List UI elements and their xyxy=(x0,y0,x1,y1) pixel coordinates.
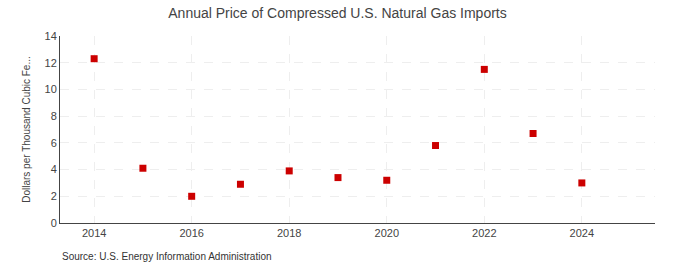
svg-text:14: 14 xyxy=(45,30,57,42)
svg-text:12: 12 xyxy=(45,57,57,69)
svg-text:2024: 2024 xyxy=(570,227,594,239)
svg-text:2022: 2022 xyxy=(472,227,496,239)
svg-text:Dollars per Thousand Cubic Fe.: Dollars per Thousand Cubic Fe... xyxy=(21,56,32,203)
svg-text:Annual Price of Compressed U.S: Annual Price of Compressed U.S. Natural … xyxy=(168,5,506,21)
svg-text:6: 6 xyxy=(51,137,57,149)
svg-text:10: 10 xyxy=(45,83,57,95)
svg-text:Source: U.S. Energy Informatio: Source: U.S. Energy Information Administ… xyxy=(62,251,272,262)
svg-text:4: 4 xyxy=(51,163,57,175)
svg-text:0: 0 xyxy=(51,217,57,229)
svg-text:2: 2 xyxy=(51,190,57,202)
svg-text:2018: 2018 xyxy=(277,227,301,239)
svg-text:2020: 2020 xyxy=(375,227,399,239)
svg-text:8: 8 xyxy=(51,110,57,122)
svg-text:2014: 2014 xyxy=(82,227,106,239)
svg-text:2016: 2016 xyxy=(179,227,203,239)
